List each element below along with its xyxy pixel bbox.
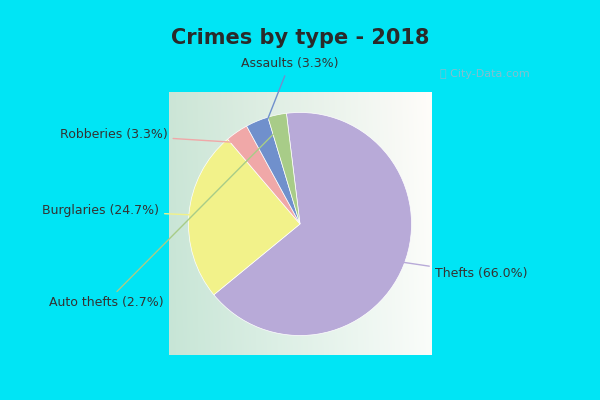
Wedge shape	[268, 113, 300, 224]
Wedge shape	[227, 126, 300, 224]
Text: Crimes by type - 2018: Crimes by type - 2018	[171, 28, 429, 48]
Text: ⓘ City-Data.com: ⓘ City-Data.com	[440, 69, 530, 79]
Wedge shape	[214, 112, 412, 336]
Text: Robberies (3.3%): Robberies (3.3%)	[60, 128, 241, 143]
Text: Burglaries (24.7%): Burglaries (24.7%)	[42, 204, 199, 217]
Text: Assaults (3.3%): Assaults (3.3%)	[241, 58, 338, 131]
Wedge shape	[247, 117, 300, 224]
Text: Thefts (66.0%): Thefts (66.0%)	[394, 261, 527, 280]
Text: Auto thefts (2.7%): Auto thefts (2.7%)	[49, 130, 278, 309]
Wedge shape	[188, 139, 300, 295]
